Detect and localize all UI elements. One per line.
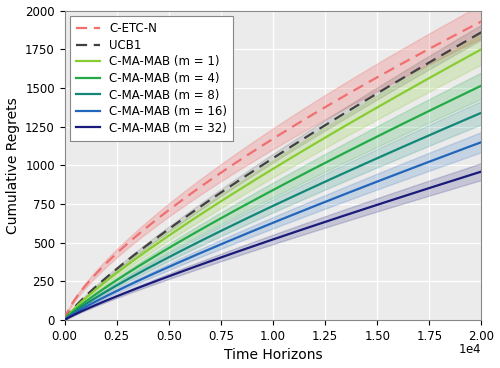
C-MA-MAB (m = 16)	[63, 317, 69, 321]
C-MA-MAB (m = 4)	[316, 163, 322, 168]
Line: C-MA-MAB (m = 1): C-MA-MAB (m = 1)	[64, 49, 482, 320]
UCB1	[316, 126, 322, 131]
C-MA-MAB (m = 16)	[478, 140, 484, 144]
C-MA-MAB (m = 32)	[63, 317, 69, 321]
C-ETC-N	[63, 313, 69, 318]
Line: UCB1: UCB1	[64, 32, 482, 320]
C-MA-MAB (m = 16)	[413, 164, 419, 169]
C-MA-MAB (m = 16)	[440, 155, 446, 159]
X-axis label: Time Horizons: Time Horizons	[224, 348, 322, 362]
UCB1	[478, 30, 484, 35]
Legend: C-ETC-N, UCB1, C-MA-MAB (m = 1), C-MA-MAB (m = 4), C-MA-MAB (m = 8), C-MA-MAB (m: C-ETC-N, UCB1, C-MA-MAB (m = 1), C-MA-MA…	[70, 17, 234, 141]
C-MA-MAB (m = 4)	[310, 167, 316, 171]
C-MA-MAB (m = 1)	[478, 47, 484, 52]
Line: C-MA-MAB (m = 8): C-MA-MAB (m = 8)	[64, 113, 482, 320]
C-MA-MAB (m = 4)	[308, 168, 314, 172]
C-MA-MAB (m = 1)	[62, 318, 68, 322]
C-ETC-N	[316, 108, 322, 113]
C-MA-MAB (m = 32)	[316, 222, 322, 226]
C-MA-MAB (m = 4)	[63, 316, 69, 321]
C-MA-MAB (m = 32)	[478, 169, 484, 174]
Line: C-MA-MAB (m = 4): C-MA-MAB (m = 4)	[64, 86, 482, 320]
C-MA-MAB (m = 16)	[308, 205, 314, 209]
C-MA-MAB (m = 4)	[440, 102, 446, 107]
Line: C-MA-MAB (m = 16): C-MA-MAB (m = 16)	[64, 142, 482, 320]
C-MA-MAB (m = 8)	[310, 185, 316, 190]
UCB1	[308, 132, 314, 136]
Text: $\mathdefault{1e4}$: $\mathdefault{1e4}$	[458, 343, 481, 356]
C-ETC-N	[413, 54, 419, 58]
Y-axis label: Cumulative Regrets: Cumulative Regrets	[6, 97, 20, 234]
UCB1	[62, 318, 68, 322]
C-MA-MAB (m = 8)	[478, 110, 484, 115]
Line: C-MA-MAB (m = 32): C-MA-MAB (m = 32)	[64, 171, 482, 320]
C-MA-MAB (m = 4)	[478, 84, 484, 88]
C-MA-MAB (m = 1)	[316, 139, 322, 143]
C-ETC-N	[308, 113, 314, 117]
C-MA-MAB (m = 16)	[316, 202, 322, 206]
C-MA-MAB (m = 8)	[63, 316, 69, 321]
C-MA-MAB (m = 8)	[62, 318, 68, 322]
UCB1	[63, 315, 69, 320]
C-MA-MAB (m = 32)	[310, 224, 316, 228]
C-MA-MAB (m = 4)	[413, 115, 419, 120]
C-ETC-N	[62, 318, 68, 322]
C-MA-MAB (m = 16)	[310, 205, 316, 209]
C-MA-MAB (m = 8)	[316, 182, 322, 186]
C-MA-MAB (m = 32)	[413, 190, 419, 195]
C-MA-MAB (m = 32)	[440, 182, 446, 186]
C-MA-MAB (m = 32)	[308, 224, 314, 229]
C-MA-MAB (m = 1)	[63, 316, 69, 320]
C-MA-MAB (m = 1)	[310, 143, 316, 147]
C-ETC-N	[310, 112, 316, 117]
UCB1	[310, 131, 316, 135]
C-MA-MAB (m = 32)	[62, 318, 68, 322]
UCB1	[413, 68, 419, 72]
C-MA-MAB (m = 8)	[440, 127, 446, 132]
C-MA-MAB (m = 16)	[62, 318, 68, 322]
Line: C-ETC-N: C-ETC-N	[64, 21, 482, 320]
C-MA-MAB (m = 1)	[308, 144, 314, 148]
UCB1	[440, 53, 446, 57]
C-MA-MAB (m = 1)	[440, 68, 446, 73]
C-MA-MAB (m = 4)	[62, 318, 68, 322]
C-MA-MAB (m = 8)	[308, 186, 314, 190]
C-MA-MAB (m = 1)	[413, 83, 419, 88]
C-ETC-N	[440, 40, 446, 44]
C-ETC-N	[478, 19, 484, 24]
C-MA-MAB (m = 8)	[413, 139, 419, 143]
